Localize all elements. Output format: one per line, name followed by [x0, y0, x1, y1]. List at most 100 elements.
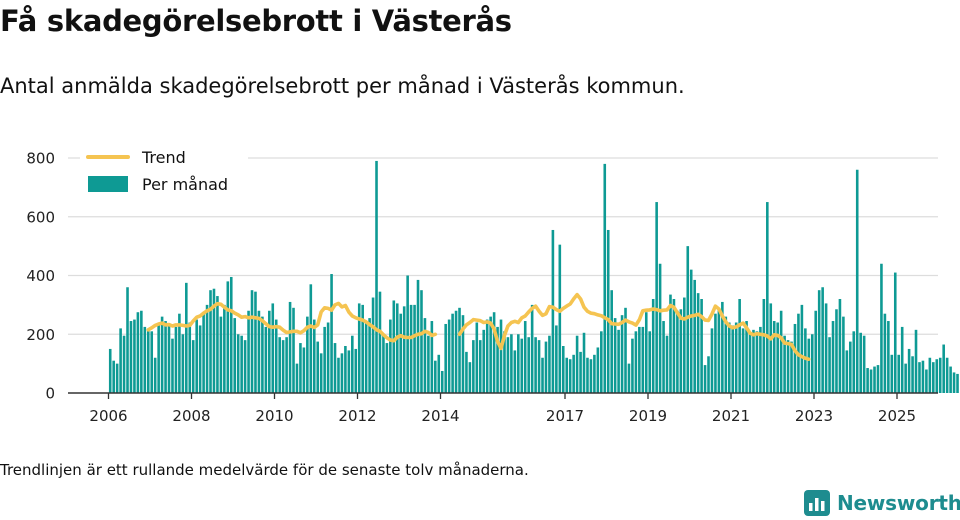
bar: [596, 347, 600, 393]
bar: [593, 354, 596, 393]
trend-line: [457, 292, 811, 362]
bar: [416, 279, 420, 393]
bar: [465, 351, 468, 394]
bar: [631, 338, 634, 393]
x-tick-label: 2019: [629, 407, 667, 425]
bar: [264, 326, 268, 393]
bar: [409, 304, 413, 394]
bar: [842, 316, 845, 394]
bar: [185, 282, 188, 393]
bar: [845, 350, 849, 393]
bar: [804, 328, 807, 394]
bar: [354, 348, 358, 393]
bar: [893, 272, 897, 393]
bar: [859, 332, 862, 393]
bar: [883, 313, 887, 393]
bar: [731, 325, 735, 393]
bar: [171, 338, 174, 393]
bar: [198, 325, 202, 393]
x-tick-label: 2006: [89, 407, 127, 425]
newsworthy-logo[interactable]: Newsworthy: [804, 488, 960, 518]
bar: [727, 322, 731, 393]
bar: [136, 312, 140, 393]
bar: [714, 313, 717, 393]
bar: [918, 362, 921, 393]
bar: [565, 357, 569, 393]
bar: [226, 281, 230, 394]
bar: [254, 291, 257, 393]
bar: [351, 335, 354, 393]
trend-series: [146, 292, 811, 362]
bar: [492, 312, 496, 393]
bar: [610, 290, 613, 393]
bar: [935, 359, 939, 393]
bar: [157, 325, 160, 393]
bar: [537, 340, 541, 394]
bar: [568, 359, 572, 393]
bar: [613, 318, 617, 393]
bar: [212, 288, 216, 393]
bar: [458, 307, 461, 393]
bar: [890, 354, 894, 393]
x-tick-label: 2023: [795, 407, 833, 425]
bar: [880, 263, 883, 393]
bar: [475, 322, 479, 393]
bar: [126, 287, 129, 393]
bar: [472, 340, 475, 394]
x-tick-label: 2017: [546, 407, 584, 425]
bar: [444, 323, 447, 393]
bar: [420, 290, 423, 393]
bar: [181, 334, 185, 393]
bar: [783, 335, 786, 393]
bar: [707, 356, 710, 393]
bar: [900, 326, 904, 393]
bar: [644, 312, 648, 393]
bar: [561, 346, 565, 393]
x-tick-label: 2025: [878, 407, 916, 425]
bar: [243, 340, 247, 394]
bar: [938, 357, 942, 393]
bar: [914, 329, 918, 393]
bar: [738, 299, 741, 393]
bar: [869, 369, 873, 393]
bar: [319, 353, 323, 393]
bar: [316, 341, 320, 393]
bar: [527, 337, 530, 393]
bar: [544, 341, 548, 393]
bar: [866, 368, 869, 393]
x-tick-label: 2012: [338, 407, 376, 425]
bar: [402, 306, 406, 393]
bar: [669, 294, 672, 393]
bar: [600, 331, 603, 393]
bar: [745, 321, 748, 393]
bar: [461, 315, 465, 393]
bar: [223, 304, 226, 394]
bar: [548, 335, 551, 393]
bar: [399, 313, 403, 393]
y-tick-label: 200: [26, 326, 55, 344]
footnote: Trendlinjen är ett rullande medelvärde f…: [0, 461, 529, 479]
bar: [817, 290, 821, 393]
bar: [786, 340, 790, 394]
bar: [689, 269, 693, 394]
bar: [921, 360, 925, 393]
bar: [627, 363, 631, 394]
bar: [693, 279, 696, 393]
bar: [945, 357, 949, 393]
legend-bars-label: Per månad: [142, 175, 228, 194]
bar: [672, 299, 676, 393]
bar: [330, 274, 333, 393]
bar: [721, 301, 724, 393]
bar-chart-logo-icon: [804, 490, 830, 516]
bar: [385, 343, 389, 393]
bar: [949, 366, 952, 393]
bar: [468, 362, 472, 393]
y-axis: 0 200 400 600 800: [26, 150, 55, 403]
bar: [268, 310, 271, 393]
bar: [821, 287, 824, 393]
bar: [828, 337, 831, 393]
bar: [302, 347, 306, 393]
bar: [361, 304, 364, 394]
bar: [807, 338, 811, 393]
bar: [108, 348, 112, 393]
